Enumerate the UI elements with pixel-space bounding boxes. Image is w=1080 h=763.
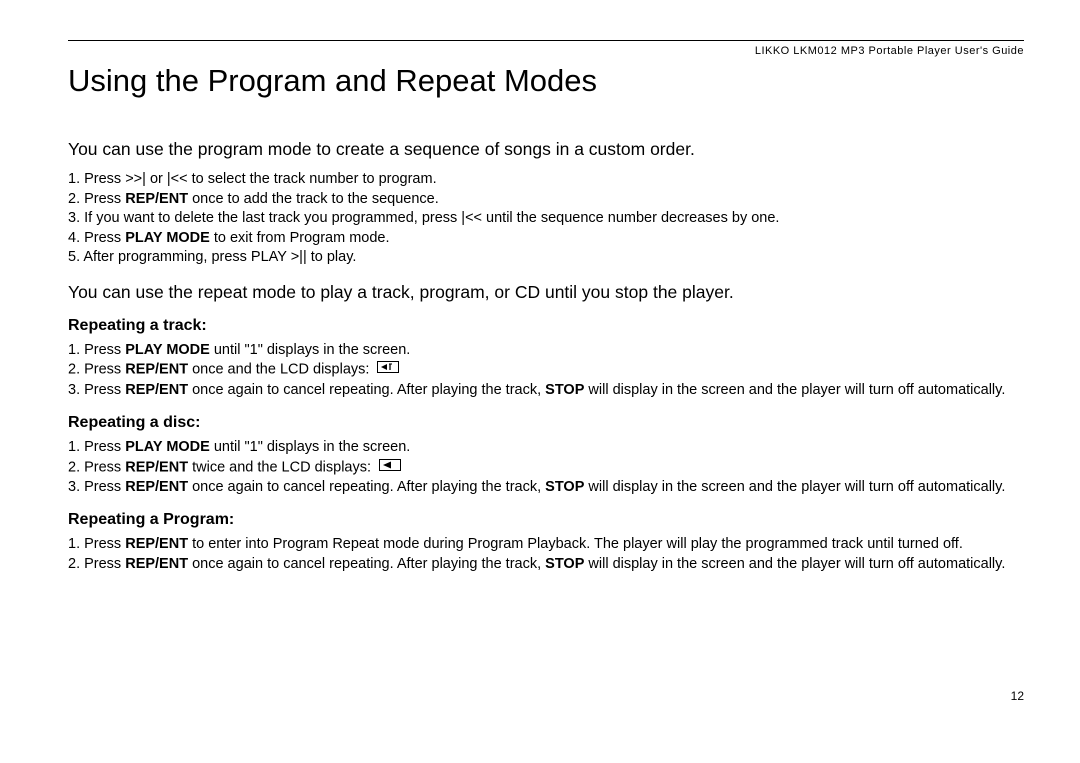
step: 3. Press REP/ENT once again to cancel re… bbox=[68, 381, 1024, 401]
key-label: REP/ENT bbox=[125, 191, 188, 207]
step: 1. Press PLAY MODE until "1" displays in… bbox=[68, 438, 1024, 458]
key-label: REP/ENT bbox=[125, 362, 188, 378]
text: 1. Press bbox=[68, 439, 125, 455]
step: 5. After programming, press PLAY >|| to … bbox=[68, 248, 1024, 268]
text: until "1" displays in the screen. bbox=[210, 342, 411, 358]
text: once to add the track to the sequence. bbox=[188, 191, 439, 207]
text: will display in the screen and the playe… bbox=[584, 382, 1005, 398]
header-rule bbox=[68, 40, 1024, 41]
key-label: REP/ENT bbox=[125, 459, 188, 475]
key-label: PLAY MODE bbox=[125, 230, 210, 246]
running-header: LIKKO LKM012 MP3 Portable Player User's … bbox=[68, 45, 1024, 57]
page-number: 12 bbox=[1011, 689, 1024, 703]
repeat-one-icon bbox=[377, 360, 399, 380]
text: twice and the LCD displays: bbox=[188, 459, 375, 475]
step: 2. Press REP/ENT once to add the track t… bbox=[68, 190, 1024, 210]
text: 3. Press bbox=[68, 479, 125, 495]
repeating-program-steps: 1. Press REP/ENT to enter into Program R… bbox=[68, 535, 1024, 574]
text: 2. Press bbox=[68, 556, 125, 572]
text: 1. Press bbox=[68, 342, 125, 358]
text: 3. Press bbox=[68, 382, 125, 398]
text: once again to cancel repeating. After pl… bbox=[188, 556, 545, 572]
step: 3. If you want to delete the last track … bbox=[68, 209, 1024, 229]
step: 1. Press PLAY MODE until "1" displays in… bbox=[68, 341, 1024, 361]
step: 1. Press >>| or |<< to select the track … bbox=[68, 170, 1024, 190]
key-label: STOP bbox=[545, 382, 584, 398]
text: to enter into Program Repeat mode during… bbox=[188, 536, 963, 552]
document-page: LIKKO LKM012 MP3 Portable Player User's … bbox=[0, 0, 1080, 763]
repeat-all-icon bbox=[379, 458, 401, 478]
step: 3. Press REP/ENT once again to cancel re… bbox=[68, 478, 1024, 498]
step: 2. Press REP/ENT once again to cancel re… bbox=[68, 555, 1024, 575]
step: 2. Press REP/ENT twice and the LCD displ… bbox=[68, 458, 1024, 478]
key-label: REP/ENT bbox=[125, 479, 188, 495]
subheading-repeating-disc: Repeating a disc: bbox=[68, 414, 1024, 432]
text: will display in the screen and the playe… bbox=[584, 479, 1005, 495]
step: 4. Press PLAY MODE to exit from Program … bbox=[68, 229, 1024, 249]
text: 2. Press bbox=[68, 459, 125, 475]
text: to exit from Program mode. bbox=[210, 230, 390, 246]
step: 2. Press REP/ENT once and the LCD displa… bbox=[68, 360, 1024, 380]
intro-program-mode: You can use the program mode to create a… bbox=[68, 139, 1024, 160]
text: 2. Press bbox=[68, 362, 125, 378]
key-label: REP/ENT bbox=[125, 536, 188, 552]
key-label: STOP bbox=[545, 479, 584, 495]
step: 1. Press REP/ENT to enter into Program R… bbox=[68, 535, 1024, 555]
page-title: Using the Program and Repeat Modes bbox=[68, 63, 1024, 99]
key-label: REP/ENT bbox=[125, 556, 188, 572]
key-label: PLAY MODE bbox=[125, 342, 210, 358]
subheading-repeating-program: Repeating a Program: bbox=[68, 511, 1024, 529]
repeating-track-steps: 1. Press PLAY MODE until "1" displays in… bbox=[68, 341, 1024, 400]
text: once again to cancel repeating. After pl… bbox=[188, 382, 545, 398]
repeating-disc-steps: 1. Press PLAY MODE until "1" displays in… bbox=[68, 438, 1024, 497]
text: will display in the screen and the playe… bbox=[584, 556, 1005, 572]
program-steps: 1. Press >>| or |<< to select the track … bbox=[68, 170, 1024, 268]
text: until "1" displays in the screen. bbox=[210, 439, 411, 455]
text: 4. Press bbox=[68, 230, 125, 246]
key-label: REP/ENT bbox=[125, 382, 188, 398]
text: 2. Press bbox=[68, 191, 125, 207]
intro-repeat-mode: You can use the repeat mode to play a tr… bbox=[68, 282, 1024, 303]
text: 1. Press bbox=[68, 536, 125, 552]
key-label: STOP bbox=[545, 556, 584, 572]
subheading-repeating-track: Repeating a track: bbox=[68, 317, 1024, 335]
text: once again to cancel repeating. After pl… bbox=[188, 479, 545, 495]
key-label: PLAY MODE bbox=[125, 439, 210, 455]
text: once and the LCD displays: bbox=[188, 362, 373, 378]
